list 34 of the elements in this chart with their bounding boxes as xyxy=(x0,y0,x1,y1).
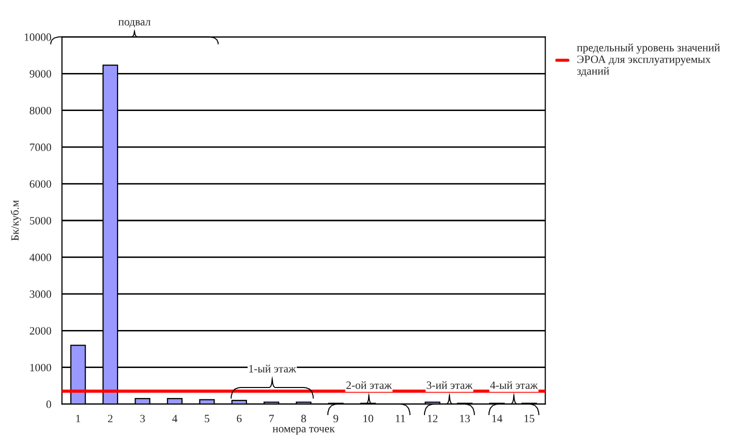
y-tick-label: 3000 xyxy=(30,290,52,298)
x-tick-label: 6 xyxy=(236,414,242,422)
x-tick-label: 3 xyxy=(140,414,145,422)
y-tick-label: 8000 xyxy=(30,106,52,114)
y-axis-title: Бк/куб.м xyxy=(10,200,21,241)
x-tick-label: 9 xyxy=(333,414,338,422)
y-tick-label: 5000 xyxy=(30,216,52,224)
x-tick-label: 1 xyxy=(76,414,80,422)
annotation: 2-ой этаж xyxy=(346,381,392,389)
y-tick-label: 1000 xyxy=(30,364,52,372)
x-tick-label: 10 xyxy=(363,414,374,422)
x-tick-label: 13 xyxy=(460,414,470,422)
y-tick-label: 9000 xyxy=(30,70,52,78)
legend-label: предельный уровень значений ЭРОА для эксплуатируемых зданий xyxy=(576,44,720,77)
text: подвал xyxy=(118,20,150,28)
x-tick-label: 4 xyxy=(172,414,178,422)
x-tick-label: 7 xyxy=(269,414,274,422)
y-tick-label: 0 xyxy=(46,400,52,408)
x-tick-label: 15 xyxy=(524,414,534,422)
y-tick-label: 7000 xyxy=(30,144,52,152)
y-tick-label: 4000 xyxy=(30,254,52,262)
x-axis-title: номера точек xyxy=(272,427,335,435)
x-tick-label: 5 xyxy=(204,414,210,422)
annotation: 1-ый этаж xyxy=(249,364,296,372)
x-tick-label: 11 xyxy=(396,414,405,422)
annotation: 4-ый этаж xyxy=(490,381,538,389)
x-tick-label: 2 xyxy=(108,414,112,422)
x-tick-label: 8 xyxy=(301,414,306,422)
x-tick-label: 12 xyxy=(428,414,438,422)
annotation: 3-ий этаж xyxy=(426,381,473,389)
y-tick-label: 2000 xyxy=(30,327,52,335)
x-tick-label: 14 xyxy=(492,414,502,422)
y-tick-label: 10000 xyxy=(24,33,52,41)
y-tick-label: 6000 xyxy=(30,180,52,188)
